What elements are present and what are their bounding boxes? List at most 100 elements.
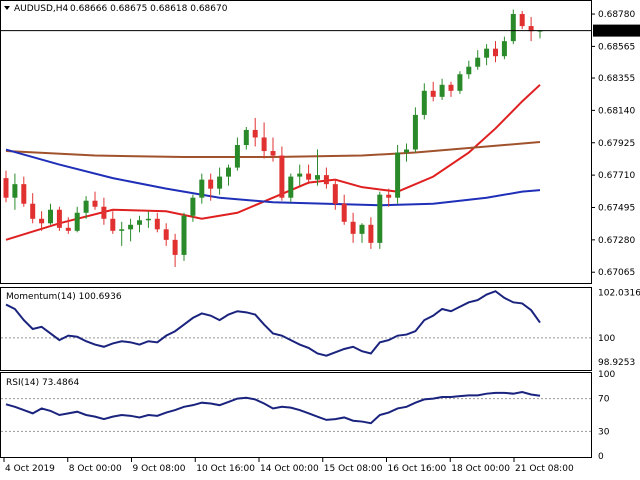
candle-body xyxy=(154,218,160,230)
momentum-header: Momentum(14) 100.6936 xyxy=(6,292,122,302)
candle-body xyxy=(412,114,418,150)
candle-body xyxy=(350,221,356,234)
candle-body xyxy=(199,179,205,198)
candle-body xyxy=(39,218,45,224)
candle-body xyxy=(359,224,365,234)
candle-body xyxy=(386,194,392,198)
candle-body xyxy=(493,48,498,57)
candle-body xyxy=(306,173,312,180)
moving-average-line-sma-slow xyxy=(5,148,541,207)
price-tick-label: 0.68140 xyxy=(598,106,635,116)
candle-body xyxy=(56,209,62,228)
price-tick-label: 0.67495 xyxy=(598,203,635,213)
candle-body xyxy=(234,145,240,168)
candle-body xyxy=(501,41,507,57)
candle-body xyxy=(12,184,18,198)
candle-body xyxy=(74,212,80,231)
candle-body xyxy=(243,129,249,146)
symbol-header: AUDUSD,H4 xyxy=(14,4,69,14)
candle-body xyxy=(404,149,409,153)
candle-body xyxy=(172,239,178,255)
candle-body xyxy=(519,14,525,27)
candle-body xyxy=(466,66,472,75)
momentum-tick-label: 98.9253 xyxy=(598,358,635,368)
candle-body xyxy=(48,209,53,224)
candle-body xyxy=(457,74,463,91)
momentum-indicator: 102.0316 100 98.9253 xyxy=(1,289,640,368)
candle-body xyxy=(484,48,490,58)
candle-body xyxy=(119,229,125,231)
candles xyxy=(3,9,543,267)
current-price-label: 0.68670 xyxy=(596,27,633,37)
candle-body xyxy=(288,176,294,198)
time-tick-label: 21 Oct 08:00 xyxy=(515,464,574,474)
candle-body xyxy=(110,218,116,231)
momentum-tick-label: 100 xyxy=(598,334,615,344)
candle-body xyxy=(475,57,481,67)
time-tick-label: 15 Oct 08:00 xyxy=(324,464,383,474)
price-tick-label: 0.68780 xyxy=(598,10,635,20)
candle-body xyxy=(421,90,427,115)
time-tick-label: 8 Oct 00:00 xyxy=(69,464,122,474)
price-tick-label: 0.67065 xyxy=(598,268,635,278)
momentum-line xyxy=(5,290,541,357)
candle-body xyxy=(439,84,445,97)
candle-body xyxy=(395,152,401,198)
candle-body xyxy=(279,155,285,198)
candle-body xyxy=(430,90,436,97)
rsi-tick-label: 0 xyxy=(598,452,604,462)
candle-body xyxy=(323,175,329,185)
price-tick-label: 0.67925 xyxy=(598,139,635,149)
collapse-triangle-icon[interactable] xyxy=(4,6,10,10)
moving-average-line-sma-mid xyxy=(5,141,541,159)
candle-body xyxy=(270,151,276,156)
time-tick-label: 18 Oct 00:00 xyxy=(451,464,510,474)
rsi-header: RSI(14) 73.4864 xyxy=(6,378,79,388)
time-tick-label: 4 Oct 2019 xyxy=(5,464,55,474)
candle-body xyxy=(30,203,36,219)
price-tick-label: 0.68565 xyxy=(598,42,635,52)
candle-body xyxy=(181,215,187,255)
time-tick-label: 16 Oct 16:00 xyxy=(388,464,447,474)
candle-body xyxy=(252,129,258,138)
ohlc-header: 0.68666 0.68675 0.68618 0.68670 xyxy=(70,4,228,14)
candle-body xyxy=(128,224,134,230)
candle-body xyxy=(332,184,338,204)
candle-body xyxy=(163,229,169,240)
time-tick-label: 14 Oct 00:00 xyxy=(260,464,319,474)
candle-body xyxy=(190,197,196,216)
candle-body xyxy=(297,173,303,177)
candle-body xyxy=(3,178,9,198)
candle-body xyxy=(65,227,71,231)
rsi-tick-label: 70 xyxy=(598,395,610,405)
rsi-indicator: 100 70 30 0 xyxy=(1,370,615,462)
price-tick-label: 0.67280 xyxy=(598,236,635,246)
candle-body xyxy=(92,200,98,207)
candle-body xyxy=(101,206,107,219)
time-axis: 4 Oct 2019 8 Oct 00:00 9 Oct 08:00 10 Oct 1… xyxy=(3,458,574,474)
momentum-panel-frame xyxy=(0,287,592,371)
candle-body xyxy=(341,203,347,222)
time-tick-label: 9 Oct 08:00 xyxy=(133,464,186,474)
time-tick-label: 10 Oct 16:00 xyxy=(196,464,255,474)
rsi-panel-frame xyxy=(0,372,592,458)
candle-body xyxy=(83,200,89,213)
candle-body xyxy=(261,137,267,152)
rsi-tick-label: 100 xyxy=(598,370,615,380)
price-tick-label: 0.67710 xyxy=(598,171,635,181)
rsi-line xyxy=(5,391,541,425)
moving-average-line-sma-fast xyxy=(5,84,541,241)
candle-body xyxy=(208,179,214,189)
candle-body xyxy=(226,167,231,177)
candle-body xyxy=(448,84,454,91)
candle-body xyxy=(315,175,320,180)
price-panel-frame xyxy=(0,0,592,284)
momentum-tick-label: 102.0316 xyxy=(598,289,640,299)
candle-body xyxy=(368,224,374,243)
candle-body xyxy=(145,218,151,221)
candle-body xyxy=(510,14,516,42)
moving-averages xyxy=(5,84,541,241)
candle-body xyxy=(528,26,534,32)
price-tick-label: 0.68355 xyxy=(598,74,635,84)
